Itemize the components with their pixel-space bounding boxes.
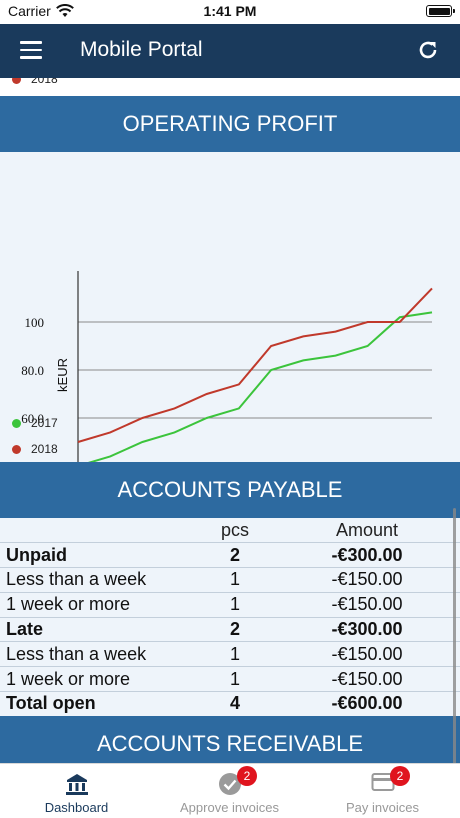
- hamburger-menu-icon[interactable]: [20, 41, 42, 59]
- row-pcs: 1: [196, 592, 274, 618]
- legend-label: 2017: [31, 416, 58, 430]
- y-axis-label: kEUR: [55, 358, 70, 392]
- accounts-payable-table: pcs Amount Unpaid 2 -€300.00 Less than a…: [0, 518, 460, 717]
- scroll-indicator: [453, 508, 456, 763]
- row-pcs: 2: [196, 617, 274, 643]
- table-row[interactable]: 1 week or more 1 -€150.00: [0, 592, 460, 618]
- refresh-icon[interactable]: [416, 38, 440, 62]
- app-title: Mobile Portal: [80, 38, 203, 61]
- status-bar: Carrier 1:41 PM: [0, 0, 460, 24]
- pay-invoices-badge: 2: [390, 766, 410, 786]
- row-amount: -€300.00: [274, 617, 460, 643]
- header-cell-amount: Amount: [274, 518, 460, 544]
- table-header-row: pcs Amount: [0, 518, 460, 544]
- carrier-label: Carrier: [8, 3, 51, 19]
- row-label: Total open: [0, 691, 196, 717]
- tab-label: Pay invoices: [346, 800, 419, 815]
- legend-dot-icon: [12, 444, 21, 454]
- row-label: Less than a week: [0, 567, 196, 593]
- tab-label: Dashboard: [44, 800, 109, 815]
- y-tick-label: 80.0: [21, 363, 44, 378]
- row-label: 1 week or more: [0, 592, 196, 618]
- legend-dot-icon: [12, 78, 21, 84]
- legend-label: 2018: [31, 78, 58, 86]
- tab-dashboard[interactable]: Dashboard: [0, 764, 153, 818]
- row-amount: -€150.00: [274, 666, 460, 693]
- legend-dot-icon: [12, 418, 21, 428]
- line-chart: 40.060.080.0100kEURJulSepNovJanMarMay: [21, 271, 433, 462]
- app-bar: Mobile Portal: [0, 24, 460, 78]
- y-tick-label: 100: [25, 315, 45, 330]
- table-row[interactable]: Less than a week 1 -€150.00: [0, 567, 460, 593]
- battery-icon: [426, 5, 455, 17]
- series-line-2018: [77, 287, 433, 443]
- operating-profit-chart: 40.060.080.0100kEURJulSepNovJanMarMay 20…: [0, 152, 460, 462]
- y-tick-label: 40.0: [21, 459, 44, 462]
- row-amount: -€150.00: [274, 592, 460, 618]
- row-pcs: 1: [196, 666, 274, 693]
- row-amount: -€150.00: [274, 567, 460, 593]
- y-tick-label: 60.0: [21, 411, 44, 426]
- accounts-receivable-header: ACCOUNTS RECEIVABLE: [0, 716, 460, 763]
- legend-item-2018: 2018: [12, 442, 58, 456]
- row-label: Less than a week: [0, 641, 196, 668]
- tab-pay-invoices[interactable]: 2 Pay invoices: [306, 764, 459, 818]
- row-amount: -€150.00: [274, 641, 460, 668]
- table-row[interactable]: 1 week or more 1 -€150.00: [0, 666, 460, 693]
- legend-label: 2018: [31, 442, 58, 456]
- row-label: Unpaid: [0, 542, 196, 569]
- header-cell: [0, 518, 196, 544]
- row-label: 1 week or more: [0, 666, 196, 693]
- row-amount: -€600.00: [274, 691, 460, 717]
- bank-icon: [65, 772, 89, 801]
- clock-label: 1:41 PM: [203, 3, 257, 19]
- table-row[interactable]: Less than a week 1 -€150.00: [0, 641, 460, 668]
- wifi-icon: [56, 4, 74, 23]
- header-cell-pcs: pcs: [196, 518, 274, 544]
- operating-profit-header: OPERATING PROFIT: [0, 96, 460, 152]
- row-pcs: 4: [196, 691, 274, 717]
- series-line-2017: [87, 311, 433, 462]
- check-circle-icon: [218, 772, 242, 801]
- accounts-payable-header: ACCOUNTS PAYABLE: [0, 462, 460, 518]
- dashboard-scroll-view[interactable]: 2018 OPERATING PROFIT 40.0 60.0 80.0 100 kEU…: [0, 78, 460, 763]
- legend-item-2017: 2017: [12, 416, 58, 430]
- row-pcs: 2: [196, 542, 274, 569]
- table-row[interactable]: Total open 4 -€600.00: [0, 691, 460, 717]
- tab-label: Approve invoices: [180, 800, 279, 815]
- row-amount: -€300.00: [274, 542, 460, 569]
- previous-chart-legend-item: 2018: [12, 78, 58, 86]
- table-row[interactable]: Late 2 -€300.00: [0, 617, 460, 643]
- row-pcs: 1: [196, 567, 274, 593]
- row-label: Late: [0, 617, 196, 643]
- approve-invoices-badge: 2: [237, 766, 257, 786]
- tab-approve-invoices[interactable]: 2 Approve invoices: [153, 764, 306, 818]
- table-row[interactable]: Unpaid 2 -€300.00: [0, 542, 460, 569]
- bottom-tab-bar: Dashboard 2 Approve invoices 2 Pay invoi…: [0, 763, 460, 818]
- row-pcs: 1: [196, 641, 274, 668]
